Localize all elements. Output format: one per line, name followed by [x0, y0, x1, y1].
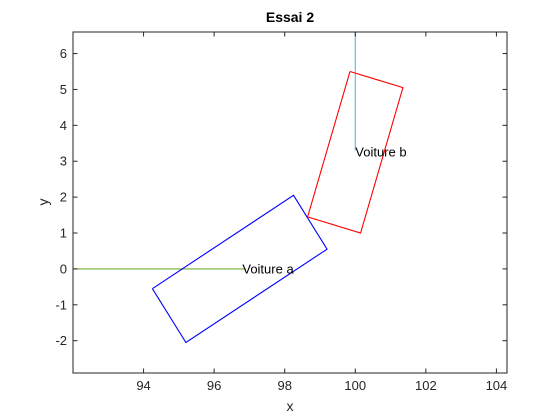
y-tick-label: 6 — [60, 46, 67, 61]
series-layer — [73, 32, 404, 344]
x-tick-label: 94 — [136, 378, 150, 393]
x-axis-label: x — [287, 398, 294, 414]
y-axis-label: y — [35, 199, 51, 206]
annotation-label: Voiture b — [355, 145, 406, 160]
annotation-label: Voiture a — [242, 261, 294, 276]
series-line-vehicle-a — [151, 194, 328, 344]
plot-area — [73, 32, 507, 373]
y-tick-label: -2 — [55, 333, 67, 348]
y-tick-label: 4 — [60, 118, 67, 133]
y-tick-label: 5 — [60, 82, 67, 97]
x-tick-label: 100 — [344, 378, 366, 393]
x-tick-label: 102 — [415, 378, 437, 393]
ticks-layer: 94 96 98 100 102 104 -2 -1 0 1 2 3 4 5 6 — [55, 32, 507, 393]
x-tick-label: 96 — [207, 378, 221, 393]
x-tick-label: 98 — [277, 378, 291, 393]
y-tick-label: 0 — [60, 261, 67, 276]
plot-frame — [72, 31, 508, 374]
y-tick-label: 3 — [60, 154, 67, 169]
series-line-vehicle-b — [306, 70, 404, 234]
y-tick-label: 1 — [60, 226, 67, 241]
x-tick-label: 104 — [486, 378, 508, 393]
y-tick-label: -1 — [55, 297, 67, 312]
annotation-layer: Voiture a Voiture b — [242, 145, 406, 277]
y-tick-label: 2 — [60, 190, 67, 205]
chart-title: Essai 2 — [266, 9, 314, 25]
